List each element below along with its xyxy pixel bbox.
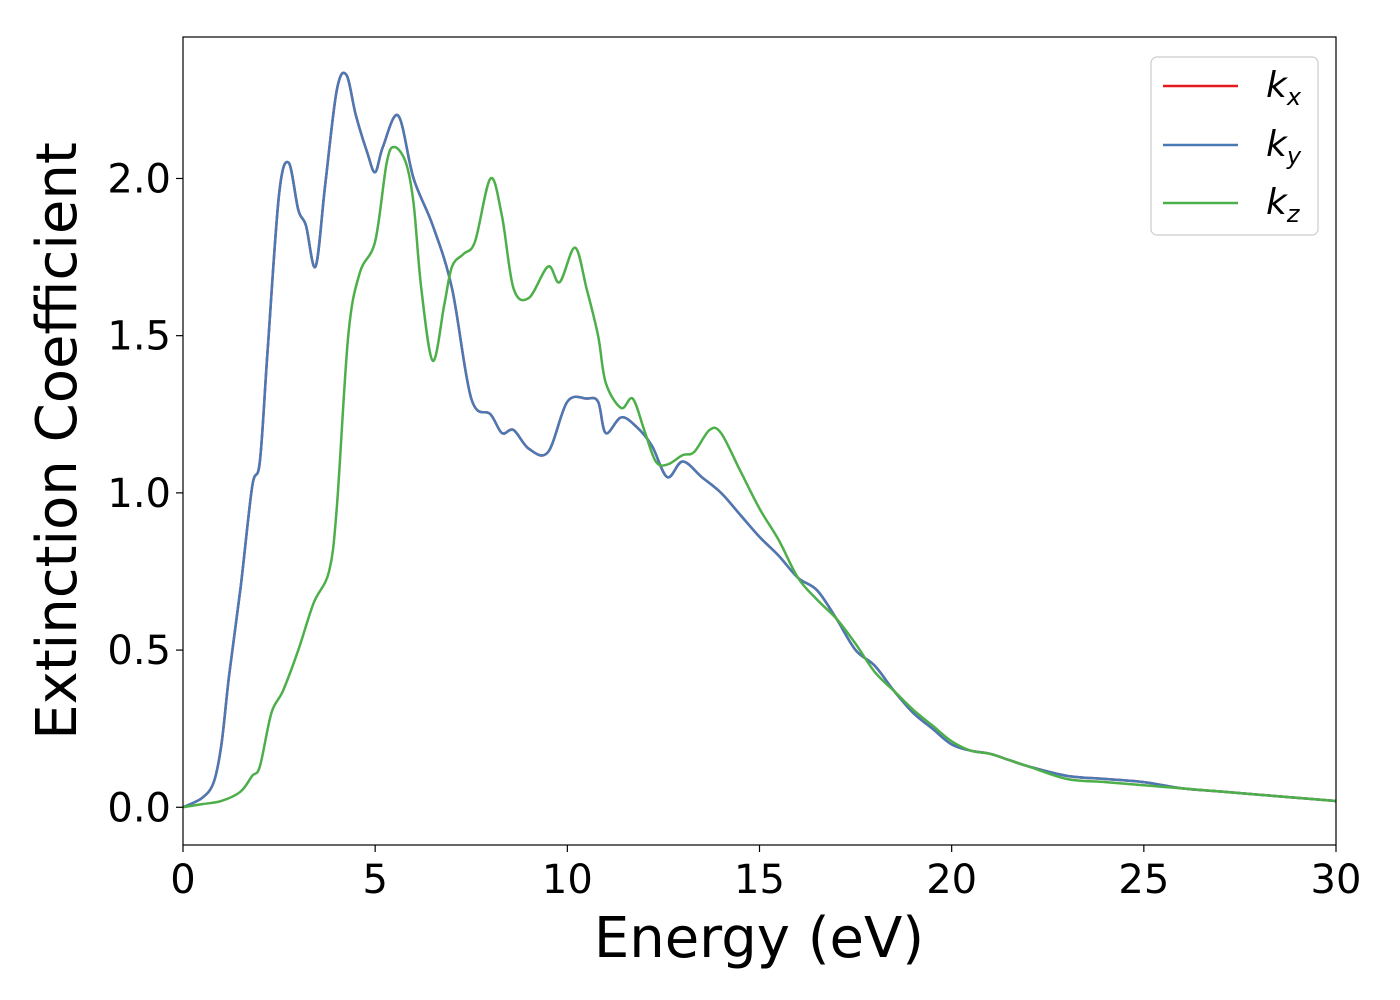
legend-label-y: ky [1266,124,1302,170]
series-line-z [182,145,1337,809]
series-layer [182,71,1337,809]
x-tick-label: 15 [734,857,785,903]
y-tick-label: 1.0 [107,471,171,517]
y-tick-label: 2.0 [107,156,171,202]
x-axis-ticks: 0 5 10 15 20 25 30 [170,845,1361,903]
x-axis-title: Energy (eV) [594,906,924,971]
legend-label-x: kx [1266,65,1302,111]
legend-label-z: kz [1266,182,1301,228]
y-axis-title: Extinction Coefficient [25,142,90,740]
legend: kx ky kz [1150,56,1319,236]
x-tick-label: 0 [170,857,195,903]
x-tick-label: 5 [362,857,387,903]
x-tick-label: 20 [926,857,977,903]
x-tick-label: 30 [1311,857,1362,903]
y-axis-ticks: 0.0 0.5 1.0 1.5 2.0 [107,156,183,831]
x-tick-label: 10 [542,857,593,903]
y-tick-label: 0.0 [107,785,171,831]
y-tick-label: 0.5 [107,628,171,674]
y-tick-label: 1.5 [107,314,171,360]
x-tick-label: 25 [1118,857,1169,903]
